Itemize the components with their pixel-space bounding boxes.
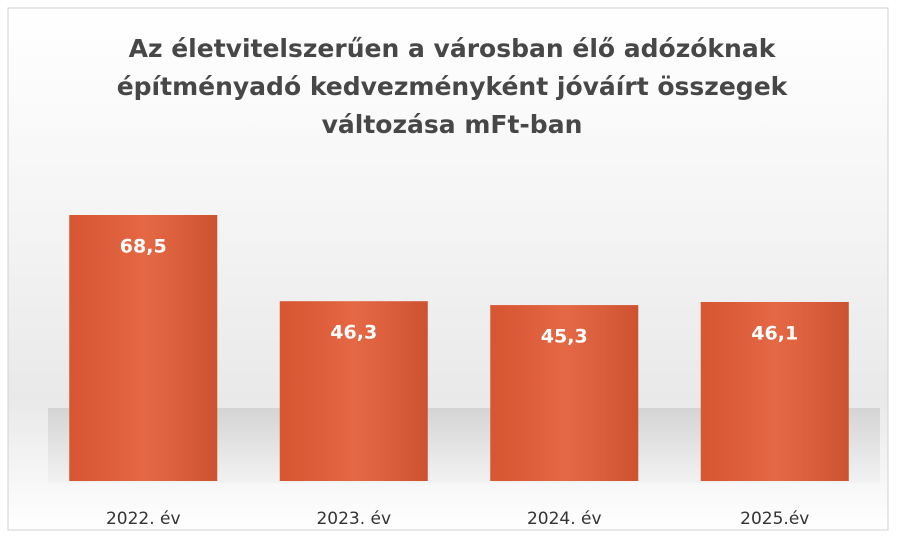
value-label: 46,3 <box>330 322 377 344</box>
value-label: 68,5 <box>120 236 167 258</box>
x-tick-label: 2023. év <box>316 509 391 529</box>
chart-title: építményadó kedvezményként jóváírt össze… <box>117 72 789 101</box>
bar-shade <box>490 305 639 481</box>
x-tick-label: 2025.év <box>740 509 809 529</box>
value-label: 46,1 <box>751 322 798 344</box>
x-tick-label: 2022. év <box>106 509 181 529</box>
chart-title: Az életvitelszerűen a városban élő adózó… <box>129 34 777 63</box>
x-tick-label: 2024. év <box>527 509 602 529</box>
bar-shade <box>279 301 428 481</box>
bar-shade <box>69 215 218 481</box>
bar-shade <box>700 301 849 481</box>
value-label: 45,3 <box>541 326 588 348</box>
chart-title: változása mFt-ban <box>322 110 583 139</box>
